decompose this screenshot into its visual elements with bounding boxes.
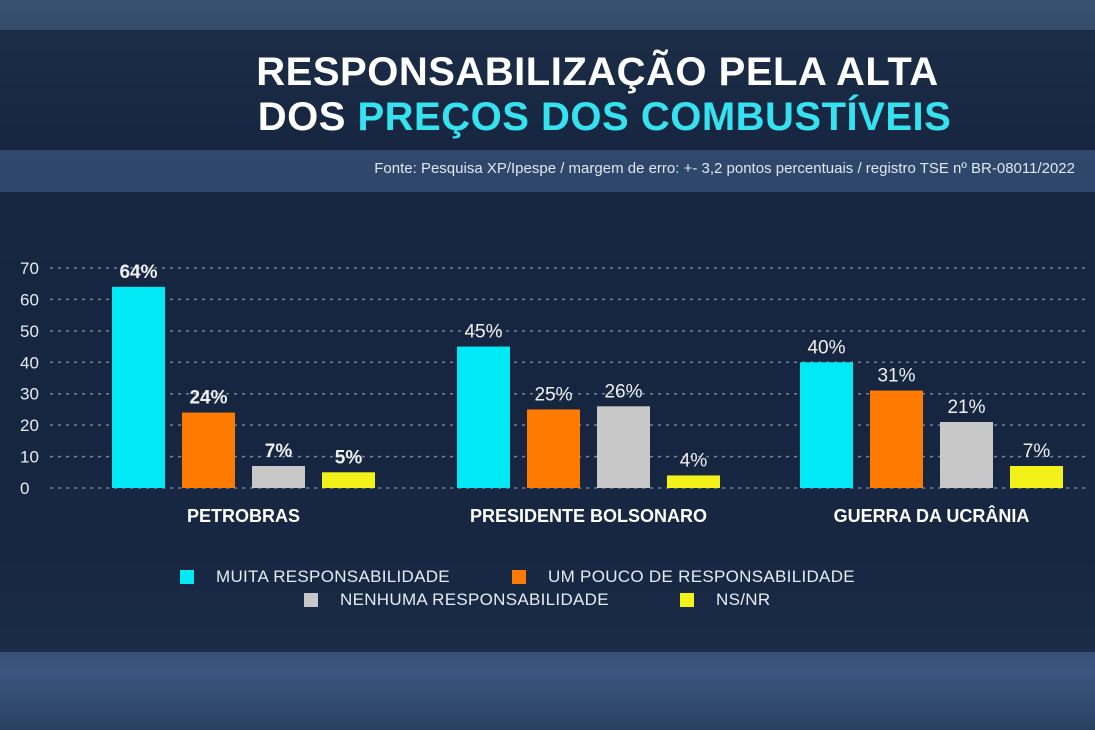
bar [182, 412, 235, 488]
y-tick-label: 0 [20, 479, 29, 498]
title-band [0, 30, 1095, 150]
source-note: Fonte: Pesquisa XP/Ipespe / margem de er… [374, 160, 1075, 177]
y-tick-label: 40 [20, 353, 39, 372]
bar [940, 422, 993, 488]
bar [322, 472, 375, 488]
y-tick-label: 10 [20, 448, 39, 467]
x-category-label: PRESIDENTE BOLSONARO [470, 506, 707, 526]
bar [527, 409, 580, 488]
legend-item: UM POUCO DE RESPONSABILIDADE [512, 567, 855, 587]
title-highlight: PREÇOS DOS COMBUSTÍVEIS [357, 95, 952, 139]
data-label: 31% [877, 366, 915, 387]
x-category-label: GUERRA DA UCRÂNIA [834, 505, 1030, 526]
data-label: 21% [947, 397, 985, 418]
data-label: 7% [1023, 441, 1051, 462]
legend-swatch [680, 593, 694, 607]
y-tick-label: 50 [20, 322, 39, 341]
bar [597, 406, 650, 488]
y-tick-label: 70 [20, 259, 39, 278]
title-prefix: DOS [257, 95, 358, 139]
y-tick-label: 30 [20, 385, 39, 404]
bar [252, 466, 305, 488]
chart-title-line1: RESPONSABILIZAÇÃO PELA ALTA [256, 50, 939, 94]
legend-item: MUITA RESPONSABILIDADE [180, 567, 450, 587]
data-label: 5% [335, 447, 363, 468]
legend-label: MUITA RESPONSABILIDADE [216, 567, 450, 586]
data-label: 4% [680, 450, 708, 471]
data-label: 25% [534, 384, 572, 405]
x-category-label: PETROBRAS [187, 506, 300, 526]
source-band [0, 150, 1095, 192]
bar [1010, 466, 1063, 488]
bar [112, 286, 165, 488]
legend-item: NS/NR [680, 590, 770, 610]
legend-label: NS/NR [716, 590, 771, 609]
data-label: 7% [265, 441, 293, 462]
legend-swatch [512, 570, 526, 584]
bar [870, 390, 923, 488]
data-label: 45% [464, 322, 502, 343]
bar [667, 475, 720, 488]
legend-item: NENHUMA RESPONSABILIDADE [304, 590, 609, 610]
legend-label: UM POUCO DE RESPONSABILIDADE [548, 567, 855, 586]
legend-swatch [304, 593, 318, 607]
data-label: 40% [807, 337, 845, 358]
bar [800, 362, 853, 488]
y-tick-label: 20 [20, 416, 39, 435]
chart-title-line2: DOS PREÇOS DOS COMBUSTÍVEIS [57, 95, 1095, 139]
data-label: 26% [604, 381, 642, 402]
legend-swatch [180, 570, 194, 584]
bar [457, 346, 510, 488]
data-label: 64% [119, 262, 157, 283]
data-label: 24% [189, 388, 227, 409]
legend-label: NENHUMA RESPONSABILIDADE [340, 590, 609, 609]
y-tick-label: 60 [20, 290, 39, 309]
